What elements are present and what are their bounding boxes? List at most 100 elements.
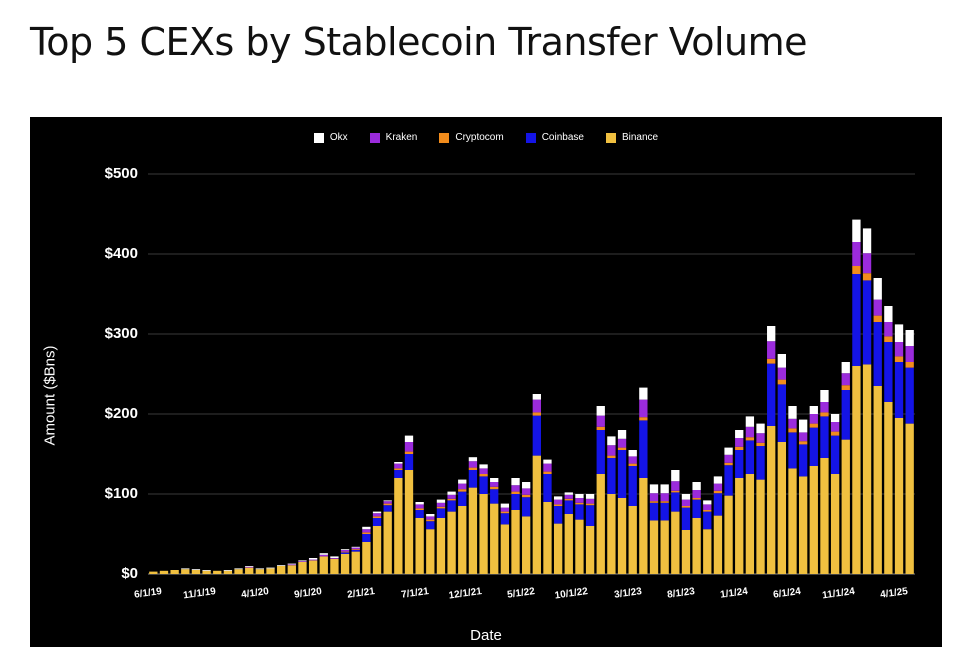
bar-segment-okx [607, 436, 616, 446]
bar-segment-coinbase [458, 491, 467, 506]
bar-segment-binance [820, 458, 829, 574]
bar-segment-coinbase [500, 513, 510, 525]
bar-segment-binance [905, 423, 914, 574]
bar-segment-okx [287, 563, 296, 565]
bar-segment-binance [468, 487, 478, 574]
bar-segment-kraken [735, 438, 744, 447]
bar-segment-coinbase [404, 454, 414, 470]
bar-segment-okx [713, 476, 723, 484]
bar-segment-cryptocom [649, 501, 659, 503]
bar-segment-cryptocom [756, 442, 765, 446]
legend-label: Coinbase [541, 132, 584, 143]
bar-segment-okx [862, 228, 872, 254]
bar-segment-binance [841, 439, 850, 574]
bar-segment-okx [735, 430, 744, 438]
bar-segment-binance [181, 569, 190, 574]
bar-segment-okx [468, 457, 478, 462]
bar-segment-cryptocom [894, 356, 904, 362]
bar-segment-kraken [617, 438, 627, 448]
bar-segment-cryptocom [553, 504, 563, 506]
bar-segment-cryptocom [884, 336, 893, 342]
legend-label: Okx [329, 132, 348, 143]
bar-segment-cryptocom [522, 494, 531, 498]
bar-segment-kraken [394, 463, 403, 469]
bar-segment-kraken [894, 342, 904, 357]
bar-segment-okx [681, 494, 691, 500]
bar-segment-binance [639, 478, 648, 574]
bar-segment-binance [575, 519, 584, 574]
bar-segment-binance [660, 520, 669, 574]
bar-segment-binance [617, 498, 627, 574]
bar-segment-kraken [713, 483, 723, 491]
bar-segment-okx [340, 549, 350, 550]
bar-segment-coinbase [830, 435, 840, 474]
bar-segment-coinbase [745, 440, 755, 474]
bar-segment-cryptocom [447, 498, 456, 501]
bar-segment-binance [607, 494, 616, 574]
bar-segment-coinbase [713, 493, 723, 516]
bar-segment-binance [767, 426, 776, 574]
y-tick-label: $0 [121, 565, 138, 582]
bar-segment-cryptocom [479, 474, 488, 477]
bar-segment-binance [308, 560, 318, 574]
bar-segment-okx [820, 390, 829, 402]
x-axis-title: Date [470, 627, 502, 644]
bar-segment-kraken [468, 461, 478, 468]
bar-segment-coinbase [841, 390, 850, 440]
y-tick-label: $400 [104, 245, 138, 262]
bar-segment-kraken [415, 504, 424, 509]
bar-segment-binance [202, 570, 211, 574]
bar-segment-okx [223, 570, 233, 571]
bar-segment-cryptocom [426, 519, 435, 522]
chart-plot [148, 173, 915, 575]
bar-segment-okx [277, 565, 286, 566]
bar-segment-cryptocom [788, 428, 797, 433]
bar-segment-binance [809, 466, 818, 574]
bar-segment-cryptocom [351, 549, 360, 550]
bar-segment-coinbase [511, 494, 520, 510]
bar-segment-coinbase [553, 506, 563, 524]
bar-segment-okx [362, 526, 371, 530]
bar-segment-binance [255, 569, 265, 574]
bar-segment-binance [436, 518, 446, 574]
bar-segment-coinbase [426, 521, 435, 530]
bar-segment-kraken [862, 253, 872, 274]
legend-item-cryptocom: Cryptocom [439, 132, 504, 143]
bar-segment-binance [351, 551, 360, 574]
bar-segment-kraken [372, 513, 382, 517]
bar-segment-okx [756, 423, 765, 434]
bar-segment-binance [585, 526, 595, 574]
bar-segment-coinbase [490, 489, 499, 504]
bar-segment-okx [308, 558, 318, 560]
bar-segment-okx [639, 387, 648, 400]
bar-segment-kraken [458, 483, 467, 490]
bar-segment-cryptocom [575, 502, 584, 505]
bar-segment-binance [287, 565, 296, 574]
bar-segment-okx [841, 362, 850, 374]
bar-segment-okx [852, 219, 861, 242]
bar-segment-okx [809, 406, 818, 414]
bar-segment-coinbase [788, 432, 797, 469]
bar-segment-binance [596, 474, 605, 574]
bar-segment-kraken [287, 564, 296, 566]
bar-segment-binance [213, 570, 222, 574]
bar-segment-cryptocom [436, 506, 446, 509]
bar-segment-cryptocom [852, 266, 861, 274]
chart-legend: Okx Kraken Cryptocom Coinbase Binance [30, 132, 942, 143]
bar-segment-binance [671, 511, 680, 574]
bar-segment-cryptocom [404, 451, 414, 454]
bar-segment-kraken [298, 561, 307, 562]
bar-segment-kraken [660, 493, 669, 502]
legend-label: Cryptocom [455, 132, 504, 143]
bar-segment-coinbase [873, 322, 882, 386]
bar-segment-binance [234, 569, 243, 574]
bar-segment-coinbase [894, 362, 904, 418]
bar-segment-okx [202, 570, 211, 571]
bar-segment-okx [394, 462, 403, 464]
bar-segment-cryptocom [724, 462, 733, 466]
bar-segment-binance [735, 478, 744, 574]
bar-segment-cryptocom [905, 362, 914, 368]
bar-segment-okx [298, 560, 307, 562]
bar-segment-okx [703, 500, 712, 505]
bar-segment-binance [862, 364, 872, 574]
